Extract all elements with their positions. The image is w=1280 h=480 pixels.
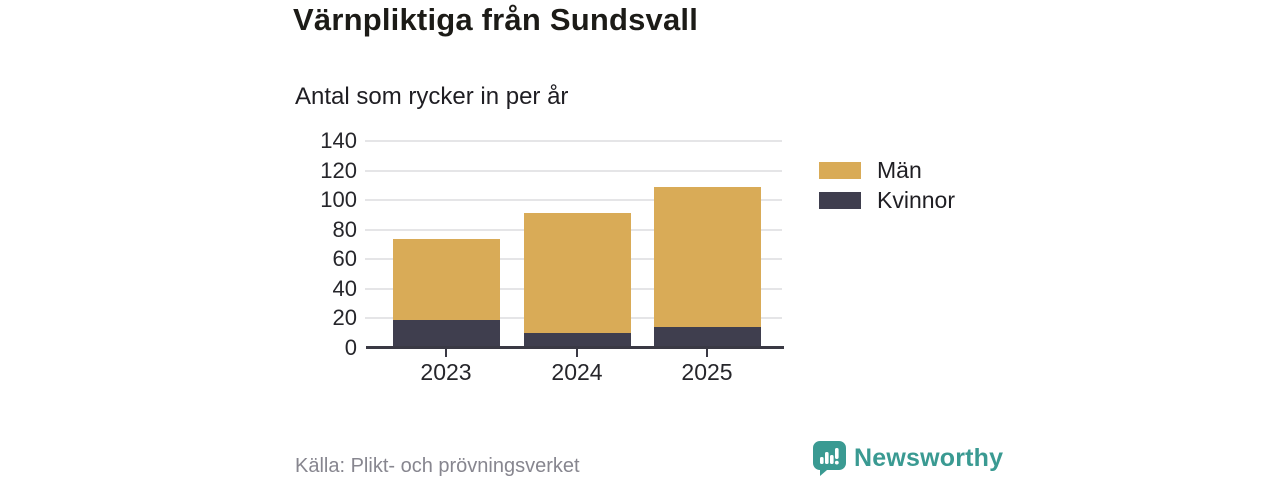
- y-tick-label-100: 100: [320, 187, 357, 213]
- bar-2023-män: [392, 238, 500, 320]
- y-tick-label-140: 140: [320, 128, 357, 153]
- gridline-120: [365, 169, 782, 172]
- legend-label-man: Män: [877, 157, 922, 183]
- bar-2024-kvinnor: [523, 333, 631, 348]
- y-tick-label-120: 120: [320, 157, 357, 183]
- legend-item-kvinnor: Kvinnor: [819, 187, 955, 213]
- gridline-100: [365, 199, 782, 202]
- bar-2025-män: [653, 186, 761, 328]
- legend-item-man: Män: [819, 157, 955, 183]
- bar-chart-speech-bubble-icon: [813, 441, 846, 476]
- source-note: Källa: Plikt- och prövningsverket: [295, 455, 580, 477]
- x-tick-label-2023: 2023: [420, 359, 472, 385]
- bar-2023-kvinnor: [392, 319, 500, 348]
- brand-name: Newsworthy: [854, 444, 1004, 472]
- legend: Män Kvinnor: [819, 157, 955, 222]
- y-tick-label-60: 60: [332, 246, 357, 272]
- gridline-140: [365, 140, 782, 142]
- bar-2024-män: [523, 213, 631, 334]
- y-tick-label-40: 40: [332, 275, 357, 301]
- x-tick-label-2024: 2024: [551, 359, 603, 385]
- legend-swatch-kvinnor: [819, 192, 861, 209]
- bar-2025-kvinnor: [653, 327, 761, 348]
- chart-title: Värnpliktiga från Sundsvall: [293, 2, 699, 37]
- brand-logo: Newsworthy: [813, 441, 1003, 476]
- x-tick-2025: [706, 349, 708, 357]
- y-tick-label-20: 20: [332, 305, 357, 331]
- legend-swatch-man: [819, 162, 861, 179]
- x-tick-label-2025: 2025: [681, 359, 733, 385]
- y-tick-label-0: 0: [344, 335, 357, 360]
- x-axis-line: [366, 346, 784, 349]
- y-tick-label-80: 80: [332, 216, 357, 242]
- legend-label-kvinnor: Kvinnor: [877, 187, 955, 213]
- x-tick-2023: [445, 349, 447, 357]
- x-tick-2024: [576, 349, 578, 357]
- chart-subtitle: Antal som rycker in per år: [295, 83, 569, 110]
